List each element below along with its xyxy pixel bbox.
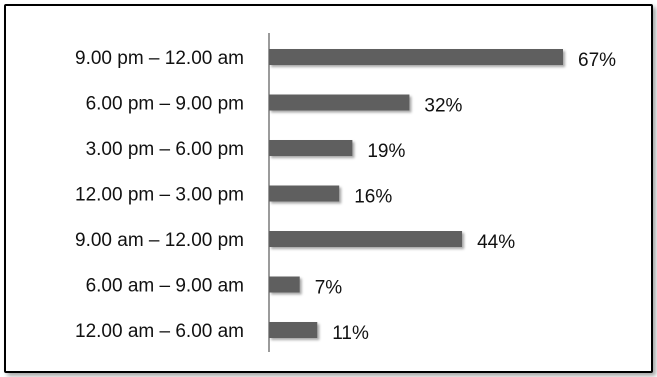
bar <box>269 94 410 111</box>
value-label: 44% <box>477 232 515 253</box>
category-label: 9.00 am – 12.00 pm <box>75 230 244 251</box>
value-label: 19% <box>367 141 405 162</box>
value-label: 16% <box>354 187 392 208</box>
value-label: 67% <box>578 50 616 71</box>
bar <box>269 185 340 202</box>
category-label: 12.00 am – 6.00 am <box>75 321 244 342</box>
value-label: 7% <box>315 278 343 299</box>
category-label: 3.00 pm – 6.00 pm <box>86 139 244 160</box>
category-label: 6.00 am – 9.00 am <box>86 276 244 297</box>
value-label: 11% <box>332 323 369 344</box>
bar <box>269 322 318 338</box>
category-label: 9.00 pm – 12.00 am <box>75 48 244 69</box>
bar <box>269 49 563 65</box>
category-label: 12.00 pm – 3.00 pm <box>75 185 244 206</box>
bar <box>269 140 353 156</box>
bar <box>269 276 300 293</box>
bar <box>269 231 463 247</box>
value-label: 32% <box>424 96 462 117</box>
category-label: 6.00 pm – 9.00 pm <box>86 94 244 115</box>
